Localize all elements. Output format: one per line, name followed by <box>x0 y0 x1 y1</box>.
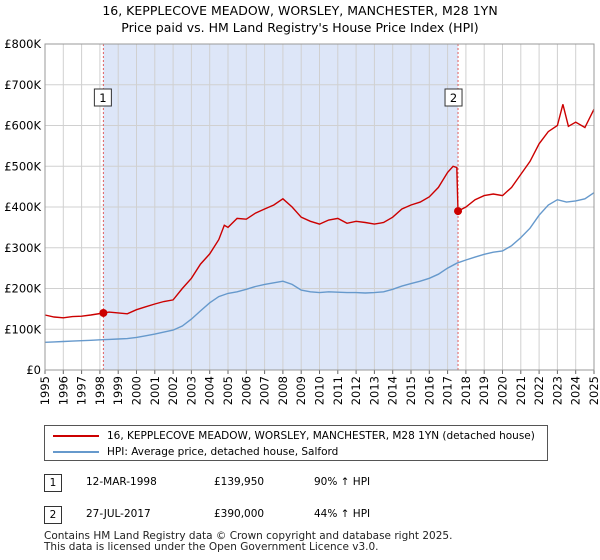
x-tick-label: 2020 <box>496 376 510 405</box>
x-tick-label: 2016 <box>422 376 436 405</box>
sale-price: £390,000 <box>214 508 265 520</box>
legend-property-label: 16, KEPPLECOVE MEADOW, WORSLEY, MANCHEST… <box>107 430 535 442</box>
x-tick-label: 2017 <box>441 376 455 405</box>
sale-2-label-box <box>444 88 463 107</box>
sale-2-point <box>454 207 463 216</box>
x-tick-label: 2012 <box>349 376 363 405</box>
legend-item-hpi: HPI: Average price, detached house, Salf… <box>45 444 545 460</box>
plot-frame <box>44 43 595 371</box>
x-tick-label: 1996 <box>56 376 70 405</box>
y-tick-label: £700K <box>4 78 41 92</box>
y-tick-label: £200K <box>4 282 41 296</box>
property-series-line <box>44 104 595 319</box>
title-line-2: Price paid vs. HM Land Registry's House … <box>121 20 479 35</box>
y-tick-label: £400K <box>4 200 41 214</box>
sale-2-label-text: 2 <box>450 91 457 105</box>
x-tick-label: 2011 <box>331 376 345 405</box>
y-tick-label: £800K <box>4 37 41 51</box>
footer-line-1: Contains HM Land Registry data © Crown c… <box>44 530 453 542</box>
legend-hpi-label: HPI: Average price, detached house, Salf… <box>107 446 339 458</box>
y-axis-ticks: £0 £100K £200K £300K £400K £500K £600K £700K £80… <box>4 37 41 377</box>
x-tick-label: 2013 <box>367 376 381 405</box>
x-tick-label: 2018 <box>459 376 473 405</box>
sale-row-2: 2 27-JUL-2017 £390,000 44% ↑ HPI <box>44 506 564 526</box>
x-tick-label: 2002 <box>166 376 180 405</box>
x-axis-ticks: 1995 1996 1997 1998 1999 2000 2001 2002 2003 2004… <box>38 370 600 405</box>
chart-title: 16, KEPPLECOVE MEADOW, WORSLEY, MANCHEST… <box>0 2 600 36</box>
sale-points <box>99 207 463 317</box>
sale-1-point <box>99 308 108 317</box>
footer-line-2: This data is licensed under the Open Gov… <box>44 541 379 553</box>
legend: 16, KEPPLECOVE MEADOW, WORSLEY, MANCHEST… <box>44 425 548 461</box>
x-tick-label: 2004 <box>203 376 217 405</box>
sale-number-badge: 2 <box>44 506 62 524</box>
x-tick-label: 2022 <box>532 376 546 405</box>
x-tick-label: 2010 <box>313 376 327 405</box>
y-tick-label: £500K <box>4 159 41 173</box>
legend-hpi-swatch <box>53 451 99 453</box>
x-tick-label: 2007 <box>258 376 272 405</box>
sale-number-badge: 1 <box>44 474 62 492</box>
sale-date: 27-JUL-2017 <box>86 508 151 520</box>
y-tick-label: £100K <box>4 322 41 336</box>
legend-item-property: 16, KEPPLECOVE MEADOW, WORSLEY, MANCHEST… <box>45 428 545 444</box>
x-tick-label: 2023 <box>550 376 564 405</box>
x-tick-label: 2000 <box>130 376 144 405</box>
x-tick-label: 2015 <box>404 376 418 405</box>
x-tick-label: 2019 <box>477 376 491 405</box>
sale-hpi-change: 44% ↑ HPI <box>314 508 371 520</box>
sale-date: 12-MAR-1998 <box>86 476 157 488</box>
x-tick-label: 2009 <box>294 376 308 405</box>
x-tick-label: 2024 <box>569 376 583 405</box>
x-tick-label: 2014 <box>386 376 400 405</box>
x-tick-label: 1999 <box>111 376 125 405</box>
legend-property-swatch <box>53 435 99 437</box>
title-line-1: 16, KEPPLECOVE MEADOW, WORSLEY, MANCHEST… <box>102 3 498 18</box>
x-tick-label: 2025 <box>587 376 600 405</box>
x-tick-label: 1998 <box>93 376 107 405</box>
y-tick-label: £600K <box>4 119 41 133</box>
y-tick-label: £300K <box>4 241 41 255</box>
y-tick-label: £0 <box>26 363 41 377</box>
sale-1-label-text: 1 <box>99 91 106 105</box>
x-tick-label: 1997 <box>75 376 89 405</box>
x-tick-label: 1995 <box>38 376 52 405</box>
x-tick-label: 2003 <box>184 376 198 405</box>
sale-row-1: 1 12-MAR-1998 £139,950 90% ↑ HPI <box>44 474 564 494</box>
sale-1-label-box <box>93 88 112 107</box>
x-tick-label: 2001 <box>148 376 162 405</box>
x-tick-label: 2006 <box>239 376 253 405</box>
hpi-series-line <box>44 192 595 343</box>
sale-hpi-change: 90% ↑ HPI <box>314 476 371 488</box>
x-tick-label: 2005 <box>221 376 235 405</box>
x-tick-label: 2008 <box>276 376 290 405</box>
footer-attribution: Contains HM Land Registry data © Crown c… <box>44 531 452 553</box>
x-tick-label: 2021 <box>514 376 528 405</box>
sale-price: £139,950 <box>214 476 265 488</box>
